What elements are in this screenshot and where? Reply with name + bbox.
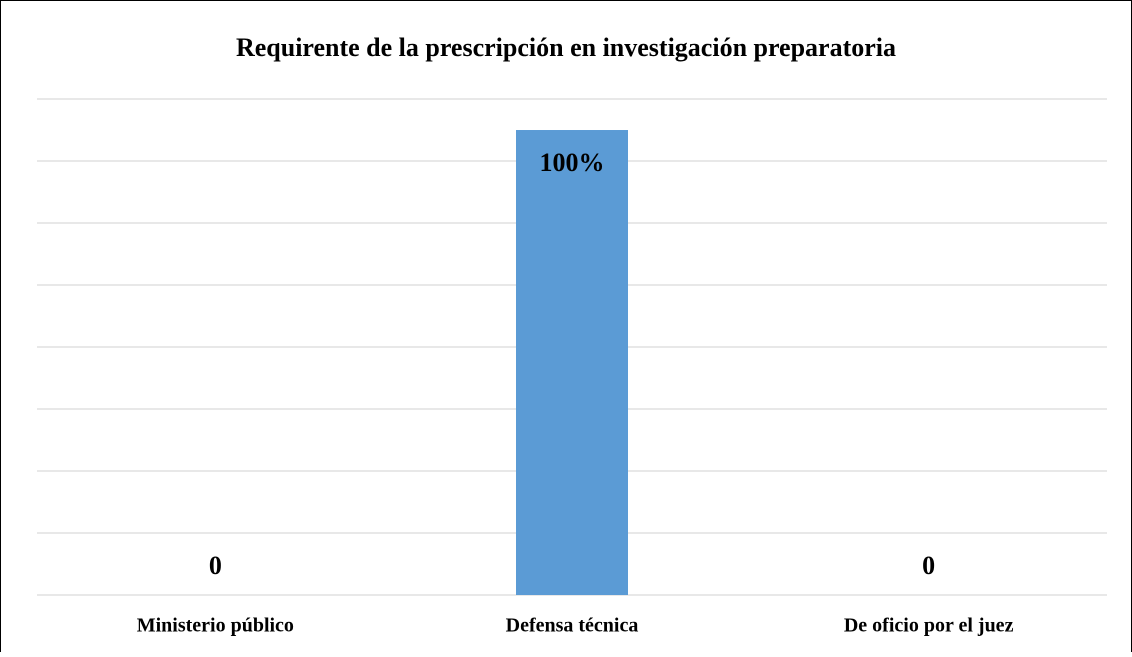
bar [516, 130, 628, 595]
x-tick-label: Ministerio público [137, 615, 294, 637]
x-tick-label: De oficio por el juez [844, 615, 1014, 637]
data-label: 100% [540, 148, 605, 177]
data-label: 0 [922, 551, 935, 580]
chart-title: Requirente de la prescripción en investi… [236, 33, 896, 62]
x-tick-label: Defensa técnica [506, 615, 639, 637]
data-label: 0 [209, 551, 222, 580]
